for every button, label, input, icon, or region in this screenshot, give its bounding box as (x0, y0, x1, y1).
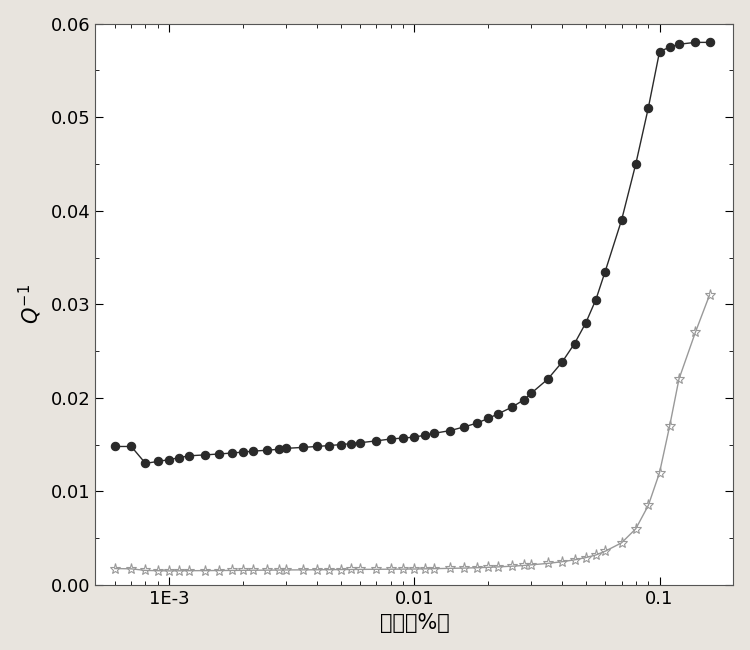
X-axis label: 应变（%）: 应变（%） (380, 614, 449, 633)
Y-axis label: $Q^{-1}$: $Q^{-1}$ (16, 284, 44, 324)
